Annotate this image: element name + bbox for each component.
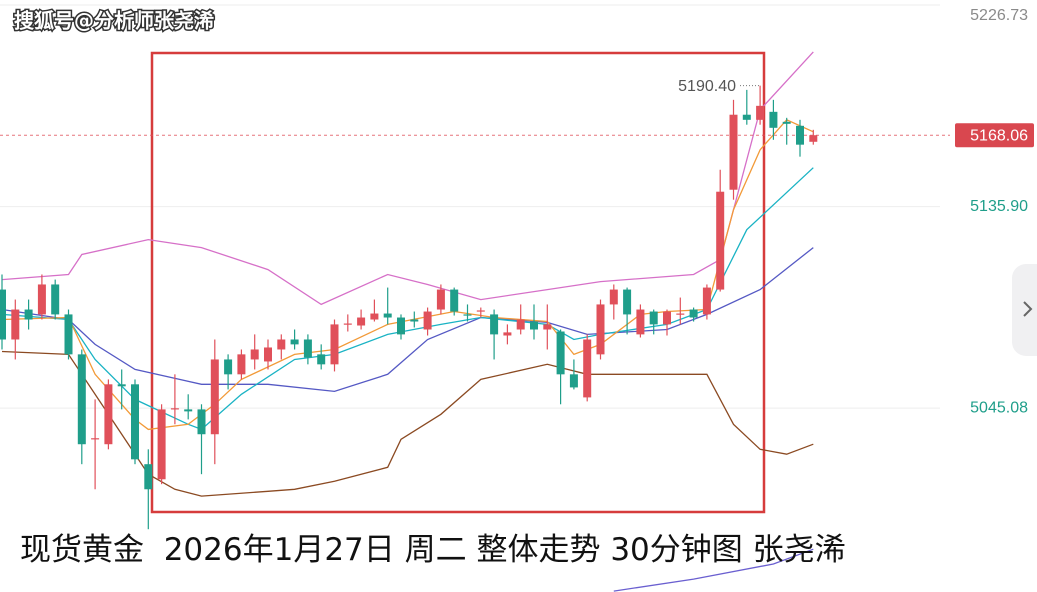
candle-body [556,331,565,375]
last-price-label: 5168.06 [970,127,1028,144]
candle-body [609,289,618,305]
candle-body [303,339,312,358]
candle-body [37,284,46,315]
candle-body [463,314,472,316]
candle-body [729,114,738,190]
candle-body [796,125,804,145]
highlight-box [150,51,766,514]
candle-body [689,309,698,318]
candle-body [769,111,778,128]
candle-body [583,339,592,398]
candle-body [649,311,658,325]
candle-body [317,354,326,365]
candle-body [157,409,166,480]
watermark: 搜狐号@分析师张尧浠 [14,9,214,33]
candle-body [51,284,60,315]
candle-body [24,309,33,320]
candle-body [676,313,685,315]
candle-body [370,313,379,320]
last-price-badge [955,123,1034,148]
candle-body [596,304,605,355]
candle-body [436,289,445,310]
candle-body [530,321,538,330]
candle-body [450,289,459,312]
candle-body [117,384,126,387]
indicator-line [1,350,814,497]
candle-body [0,289,6,340]
candle-body [809,135,818,142]
candle-body [144,464,153,490]
chevron-icon [1023,301,1033,317]
candle-body [410,319,419,322]
candle-body [702,287,711,315]
candle-body [330,324,339,365]
candle-body [397,317,405,335]
high-annotation-label: 5190.40 [678,78,736,95]
y-tick-label: 5045.08 [970,399,1028,416]
caption: 现货黄金 2026年1月27日 周二 整体走势 30分钟图 张尧浠 [20,532,846,568]
candle-body [383,313,392,318]
candle-body [64,314,73,355]
candle-body [423,311,432,330]
candle-body [490,314,499,335]
candle-body [197,409,206,435]
candle-body [663,311,671,325]
candle-body [290,339,299,345]
candle-body [277,339,286,350]
expand-button[interactable] [1012,264,1037,356]
y-tick-label: 5135.90 [970,198,1028,215]
candle-body [503,332,512,336]
candle-body [756,105,765,120]
candle-body [250,349,259,360]
candle-body [623,289,632,315]
indicator-line [1,51,814,306]
candle-body [742,114,751,120]
candle-body [104,384,113,445]
candle-body [91,438,100,440]
candle-body [569,374,578,388]
candle-body [224,359,233,375]
candle-body [77,354,86,445]
candle-body [131,384,139,460]
candle-body [716,191,725,290]
candle-body [476,310,485,312]
candle-body [237,354,246,375]
indicator-line [613,548,814,592]
candle-body [636,309,645,335]
candle-body [357,317,366,326]
candle-body [782,121,791,124]
indicator-line [1,247,814,393]
candle-body [184,409,193,412]
candle-body [210,359,219,435]
candle-body [11,309,20,340]
candle-body [516,319,525,330]
candle-body [543,324,552,330]
y-tick-label: 5226.73 [970,7,1028,24]
candle-body [343,323,352,325]
candle-body [170,408,179,410]
candle-body [264,347,272,362]
